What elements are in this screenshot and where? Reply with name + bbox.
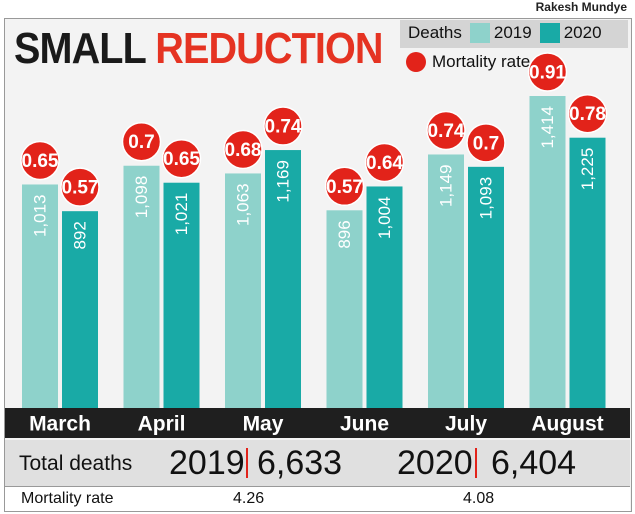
month-label-april: April <box>138 413 186 436</box>
month-band <box>5 408 630 438</box>
month-label-may: May <box>243 413 284 436</box>
bar-value-label-2020-july: 1,093 <box>477 177 496 220</box>
rate-label-2020-july: 0.7 <box>473 133 499 154</box>
legend-deaths: Deaths 2019 2020 <box>408 23 602 43</box>
legend-rate-dot <box>406 52 426 72</box>
month-label-august: August <box>531 413 603 436</box>
legend-swatch-2019 <box>469 23 490 43</box>
bar-2020-july <box>468 166 504 408</box>
rate-label-2019-june: 0.57 <box>326 177 363 198</box>
legend-2019-label: 2019 <box>493 23 532 42</box>
rate-dot-2019-april <box>121 121 162 162</box>
month-label-july: July <box>445 413 487 436</box>
mortality-summary-label: Mortality rate <box>21 490 114 507</box>
title-part2: REDUCTION <box>155 24 383 73</box>
legend-box <box>400 20 628 48</box>
bar-value-label-2020-may: 1,169 <box>274 160 293 203</box>
rate-label-2019-july: 0.74 <box>428 121 465 142</box>
bar-2019-april <box>123 165 160 408</box>
legend-rate-label: Mortality rate <box>432 52 531 71</box>
bar-value-label-2019-august: 1,414 <box>538 106 557 149</box>
chart-title: SMALL REDUCTION <box>14 24 383 74</box>
bar-2019-may <box>225 173 261 408</box>
bar-value-label-2019-april: 1,098 <box>132 176 151 219</box>
legend-deaths-label: Deaths <box>408 23 462 42</box>
rate-dot-2019-august <box>527 52 568 92</box>
rate-label-2019-august: 0.91 <box>529 63 566 84</box>
rate-dot-2020-july <box>466 123 506 163</box>
rate-label-2019-april: 0.7 <box>128 132 154 153</box>
rate-label-2020-may: 0.74 <box>265 117 302 138</box>
bar-2020-april <box>163 182 200 408</box>
rate-dot-2020-june <box>364 142 405 183</box>
totals-value-2019: 6,633 <box>257 444 343 482</box>
rate-dot-2019-march <box>20 140 60 181</box>
bar-2019-march <box>22 184 58 408</box>
totals-year-2020: 2020 <box>397 444 473 482</box>
bar-2020-march <box>62 211 98 408</box>
rate-dot-2020-may <box>263 106 303 146</box>
bar-value-label-2019-july: 1,149 <box>437 164 456 207</box>
rate-label-2020-august: 0.78 <box>569 104 606 125</box>
bar-2020-may <box>265 150 301 409</box>
bar-value-label-2019-march: 1,013 <box>31 194 50 237</box>
totals-divider-1 <box>246 448 248 478</box>
bar-value-label-2020-august: 1,225 <box>578 148 597 191</box>
mortality-summary-2019: 4.26 <box>233 490 265 507</box>
bar-2019-august <box>529 96 566 408</box>
rate-dot-2019-may <box>223 129 263 170</box>
bar-2020-august <box>569 137 606 408</box>
mortality-summary-row: Mortality rate 4.26 4.08 <box>5 486 630 511</box>
credit: Rakesh Mundye <box>535 0 627 14</box>
bar-value-label-2019-may: 1,063 <box>234 183 253 226</box>
bar-value-label-2019-june: 896 <box>335 220 354 248</box>
bar-2019-july <box>428 154 464 408</box>
totals-value-2020: 6,404 <box>491 444 577 482</box>
legend-swatch-2020 <box>539 23 560 43</box>
totals-year-2019: 2019 <box>169 444 245 482</box>
rate-dot-2020-april <box>161 138 202 179</box>
rate-label-2019-march: 0.65 <box>22 151 59 172</box>
rate-dot-2020-march <box>60 167 100 207</box>
bar-value-label-2020-april: 1,021 <box>172 193 191 236</box>
rate-label-2019-may: 0.68 <box>225 140 262 161</box>
rate-dot-2020-august <box>567 93 608 134</box>
rate-dot-2019-june <box>324 166 365 207</box>
bar-value-label-2020-june: 1,004 <box>375 196 394 239</box>
bar-value-label-2020-march: 892 <box>71 221 90 249</box>
bar-2019-june <box>326 210 363 408</box>
legend-2020-label: 2020 <box>563 23 602 42</box>
totals-label: Total deaths <box>19 452 133 475</box>
rate-label-2020-june: 0.64 <box>366 153 403 174</box>
totals-divider-2 <box>475 448 477 478</box>
month-label-june: June <box>340 413 389 436</box>
bar-2020-june <box>366 186 403 408</box>
rate-dot-2019-july <box>426 110 466 151</box>
title-part1: SMALL <box>14 24 146 73</box>
mortality-summary-2020: 4.08 <box>463 490 495 507</box>
legend-rate: Mortality rate <box>406 52 530 72</box>
rate-label-2020-april: 0.65 <box>163 149 200 170</box>
rate-label-2020-march: 0.57 <box>62 178 99 199</box>
month-label-march: March <box>29 413 91 436</box>
totals-row: Total deaths 2019 6,633 2020 6,404 <box>5 440 630 486</box>
